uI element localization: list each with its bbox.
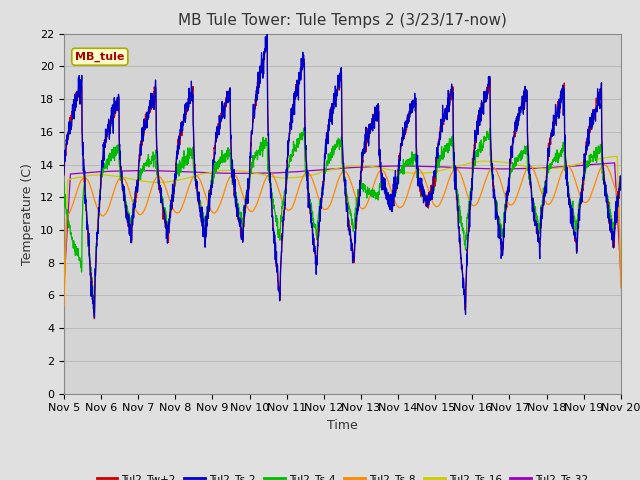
Title: MB Tule Tower: Tule Temps 2 (3/23/17-now): MB Tule Tower: Tule Temps 2 (3/23/17-now… — [178, 13, 507, 28]
Text: MB_tule: MB_tule — [75, 51, 125, 62]
X-axis label: Time: Time — [327, 419, 358, 432]
Legend: Tul2_Tw+2, Tul2_Ts-2, Tul2_Ts-4, Tul2_Ts-8, Tul2_Ts-16, Tul2_Ts-32: Tul2_Tw+2, Tul2_Ts-2, Tul2_Ts-4, Tul2_Ts… — [92, 470, 593, 480]
Y-axis label: Temperature (C): Temperature (C) — [22, 163, 35, 264]
